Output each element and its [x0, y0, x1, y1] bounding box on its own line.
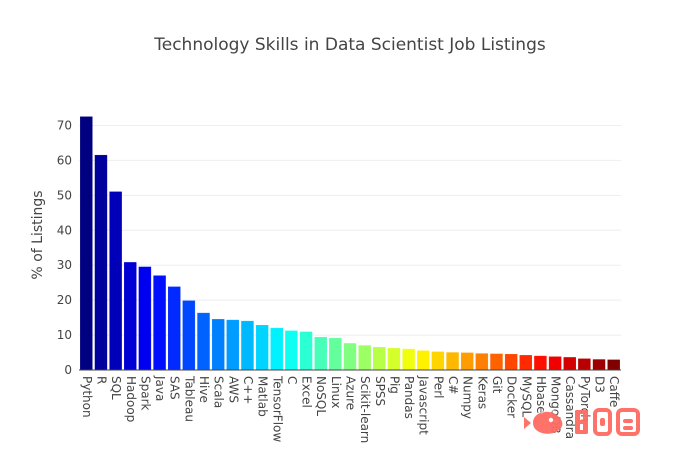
x-tick-label: Hadoop: [124, 376, 138, 422]
y-tick-label: 30: [57, 258, 72, 272]
bar-sql: [109, 191, 122, 371]
bar-sas: [168, 286, 181, 371]
y-axis-title: % of Listings: [30, 190, 46, 279]
x-tick-label: MySQL: [519, 376, 533, 418]
bar-tableau: [182, 300, 196, 371]
x-tick-label: Excel: [300, 376, 314, 408]
bar-c-: [446, 352, 459, 371]
watermark-logo: [524, 408, 640, 436]
y-tick-label: 40: [57, 223, 72, 237]
bar-scikit-learn: [358, 345, 371, 371]
bar-r: [94, 154, 108, 371]
bar-aws: [226, 319, 240, 371]
bar-hadoop: [124, 262, 137, 371]
bar-mongodb: [548, 356, 562, 371]
watermark-glyphs: [575, 408, 640, 436]
bar-perl: [431, 351, 445, 371]
bar-scala: [211, 319, 225, 371]
x-tick-label: Perl: [431, 376, 445, 398]
x-tick-label: Cassandra: [563, 376, 577, 439]
y-tick-label: 20: [57, 293, 72, 307]
bar-linux: [329, 338, 342, 371]
x-tick-label: Scikit-learn: [358, 376, 372, 443]
x-tick-label: Linux: [329, 376, 343, 408]
bar-excel: [299, 331, 313, 371]
x-tick-label: Hbase: [534, 376, 548, 414]
chart-title: Technology Skills in Data Scientist Job …: [153, 35, 546, 55]
x-tick-label: Numpy: [461, 376, 475, 419]
bar-numpy: [460, 352, 474, 371]
bar-tensorflow: [270, 327, 283, 371]
x-tick-label: Azure: [344, 376, 358, 410]
bar-pytorch: [578, 358, 591, 371]
x-tick-label: Docker: [505, 376, 519, 418]
y-tick-label: 70: [57, 118, 72, 132]
x-tick-label: NoSQL: [314, 376, 328, 416]
x-tick-label: Scala: [212, 376, 226, 408]
bar-pig: [387, 348, 401, 371]
bar-hbase: [534, 355, 547, 371]
bar-hive: [197, 312, 210, 371]
x-tick-label: Javascript: [417, 375, 431, 435]
bars-group: [80, 116, 620, 371]
x-tick-label: SAS: [168, 376, 182, 400]
x-tick-label: Git: [490, 376, 504, 394]
bar-spss: [373, 347, 386, 371]
bar-caffe: [607, 359, 620, 371]
bar-matlab: [255, 325, 269, 371]
fish-logo-icon: [524, 409, 563, 434]
bar-c: [285, 330, 298, 371]
bar-docker: [504, 354, 518, 371]
x-tick-label: Keras: [475, 376, 489, 409]
x-tick-label: Caffe: [607, 376, 621, 407]
x-tick-label: Matlab: [256, 376, 270, 417]
x-tick-label: Tableau: [182, 375, 196, 422]
x-tick-label: R: [94, 376, 108, 384]
bar-d3: [592, 359, 606, 371]
y-axis-ticks: 0 10 20 30 40 50 60 70: [57, 118, 72, 377]
x-tick-label: Pandas: [402, 376, 416, 419]
bar-spark: [138, 266, 152, 371]
bar-azure: [343, 343, 357, 371]
x-tick-label: AWS: [226, 376, 240, 403]
x-axis-ticks: Python R SQL Hadoop Spark Java SAS Tableau Hive S…: [80, 375, 621, 443]
x-tick-label: Spark: [138, 376, 152, 411]
y-tick-label: 50: [57, 188, 72, 202]
y-tick-label: 60: [57, 153, 72, 167]
x-tick-label: SQL: [109, 376, 123, 400]
x-tick-label: SPSS: [373, 376, 387, 406]
x-tick-label: C: [285, 376, 299, 384]
bar-javascript: [417, 350, 430, 371]
y-tick-label: 10: [57, 328, 72, 342]
bar-python: [80, 116, 93, 371]
bar-cassandra: [563, 357, 576, 371]
x-tick-label: Hive: [197, 376, 211, 403]
x-tick-label: Python: [80, 376, 94, 418]
bar-git: [490, 353, 503, 371]
y-tick-label: 0: [64, 363, 72, 377]
x-tick-label: Java: [153, 375, 167, 401]
bar-pandas: [402, 348, 415, 371]
bar-java: [153, 275, 166, 371]
x-tick-label: D3: [593, 376, 607, 393]
x-tick-label: C++: [241, 376, 255, 405]
x-tick-label: Pig: [387, 376, 401, 394]
bar-nosql: [314, 336, 327, 371]
x-tick-label: TensorFlow: [270, 375, 284, 442]
x-tick-label: C#: [446, 376, 460, 394]
bar-c-: [241, 320, 254, 371]
bar-keras: [475, 353, 489, 371]
bar-mysql: [519, 355, 532, 371]
